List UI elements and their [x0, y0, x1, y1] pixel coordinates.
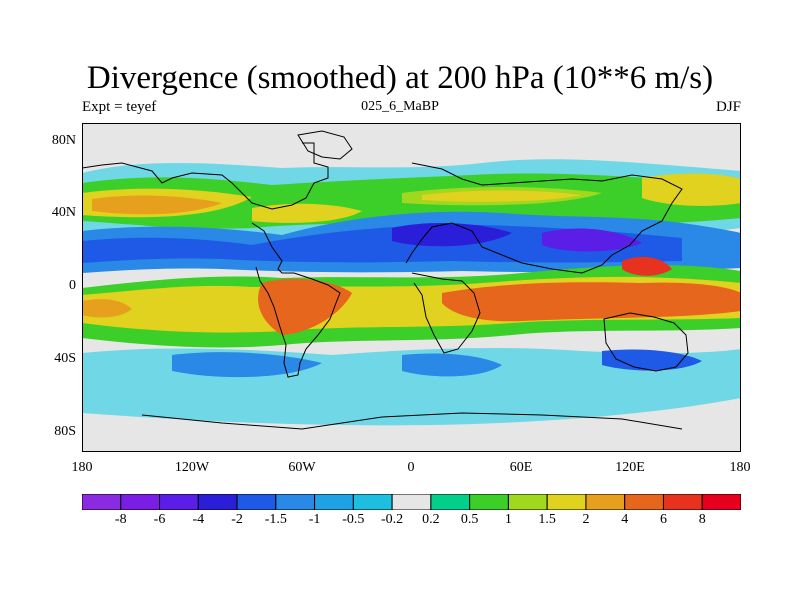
colorbar-label: 8 — [698, 512, 706, 527]
colorbar-swatch — [159, 494, 199, 510]
colorbar-swatch — [546, 494, 587, 510]
colorbar-label: 1.5 — [538, 512, 556, 527]
colorbar-label: 1 — [504, 512, 512, 527]
colorbar-label: -6 — [153, 512, 166, 527]
colorbar-swatch — [197, 494, 238, 510]
colorbar-swatch — [120, 494, 161, 510]
x-tick-label: 120W — [174, 460, 210, 475]
colorbar-swatch — [624, 494, 664, 510]
contour-purple-pacific — [542, 228, 642, 252]
colorbar-swatch — [314, 494, 354, 510]
colorbar-swatch — [430, 494, 471, 510]
colorbar-label: 0.5 — [460, 512, 479, 527]
contour-orange-sw — [82, 299, 132, 318]
x-tick-label: 180 — [729, 460, 751, 475]
x-tick-label: 0 — [407, 460, 415, 475]
colorbar-label: 4 — [621, 512, 629, 527]
contour-yellow-asia — [422, 190, 582, 202]
colorbar-label: -4 — [192, 512, 205, 527]
contour-blue-sa — [402, 353, 502, 377]
contour-red-southamerica — [258, 278, 352, 335]
colorbar-label: -8 — [114, 512, 127, 527]
contour-orange-np — [92, 195, 222, 215]
y-tick-label: 80N — [51, 133, 76, 148]
colorbar-label: -0.5 — [342, 512, 365, 527]
y-tick-label: 80S — [54, 424, 76, 439]
x-tick-label: 60W — [288, 460, 316, 475]
colorbar-swatch — [507, 494, 548, 510]
season-label: DJF — [715, 99, 741, 115]
contour-red-maritime — [622, 256, 672, 276]
y-tick-label: 40N — [51, 205, 76, 220]
colorbar-label: 2 — [582, 512, 590, 527]
colorbar-label: 6 — [659, 512, 667, 527]
y-tick-label: 40S — [54, 351, 76, 366]
colorbar-swatch — [236, 494, 277, 510]
x-tick-label: 180 — [71, 460, 93, 475]
map-title: Divergence (smoothed) at 200 hPa (10**6 … — [86, 60, 714, 96]
colorbar-swatch — [391, 494, 432, 510]
contour-navy-asia — [392, 222, 512, 247]
colorbar-swatch — [585, 494, 626, 510]
contour-deepblue-tropics — [82, 224, 682, 263]
colorbar-label: -1.5 — [264, 512, 287, 527]
contour-yellow-na — [252, 203, 362, 223]
experiment-label: Expt = teyef — [82, 99, 157, 115]
colorbar-label: -1 — [308, 512, 321, 527]
colorbar-swatch — [662, 494, 703, 510]
colorbar-label: 0.2 — [422, 512, 440, 527]
y-tick-label: 0 — [69, 278, 76, 293]
x-tick-label: 120E — [615, 460, 645, 475]
colorbar-swatch — [275, 494, 316, 510]
colorbar-label: -0.2 — [381, 512, 404, 527]
divergence-map — [82, 123, 741, 452]
colorbar — [82, 494, 741, 510]
colorbar-swatch — [352, 494, 393, 510]
colorbar-swatch — [701, 494, 741, 510]
contour-red-indianocean — [442, 282, 741, 322]
run-label: 025_6_MaBP — [361, 99, 439, 114]
colorbar-swatch — [469, 494, 509, 510]
x-tick-label: 60E — [509, 460, 533, 475]
contour-field — [82, 123, 741, 452]
colorbar-swatch — [82, 494, 122, 510]
colorbar-label: -2 — [231, 512, 243, 527]
